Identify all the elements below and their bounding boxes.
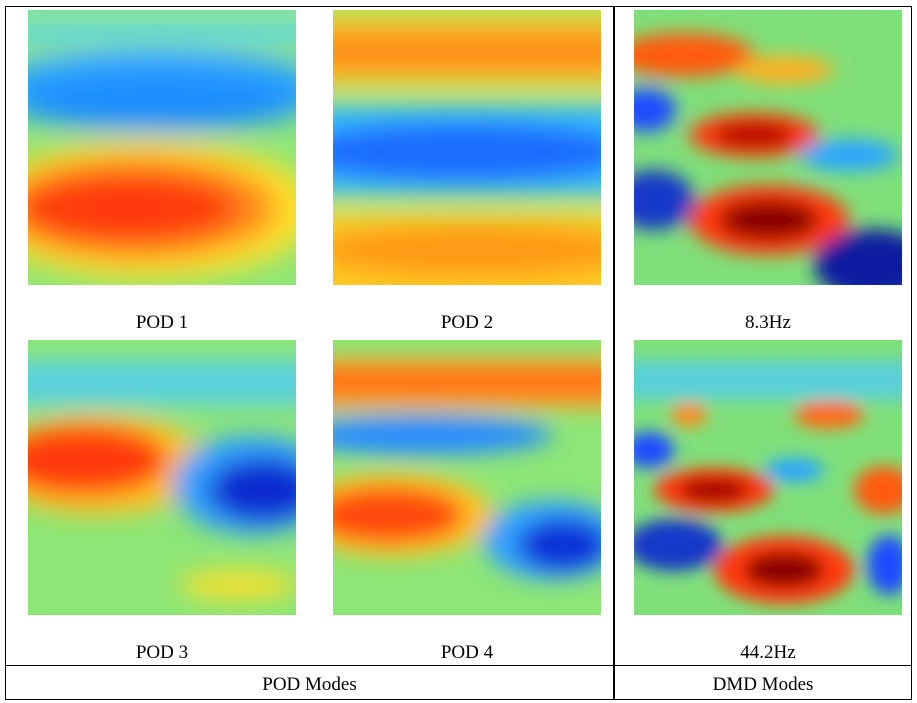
pod-modes-label: POD Modes (262, 674, 357, 695)
dmd-8-3hz-caption: 8.3Hz (745, 312, 791, 333)
table-right-border (911, 6, 912, 700)
table-bottom-border (5, 699, 912, 700)
pod-3-caption: POD 3 (135, 642, 189, 663)
pod-4-caption: POD 4 (440, 642, 494, 663)
pod-4-mode-plot (333, 340, 601, 615)
pod-1-mode-plot (28, 10, 296, 285)
dmd-44-2hz-mode-plot (634, 340, 902, 615)
pod-2-caption: POD 2 (440, 312, 494, 333)
table-top-border (5, 6, 912, 7)
dmd-modes-label: DMD Modes (712, 674, 814, 695)
dmd-8-3hz-mode-plot (634, 10, 902, 285)
section-divider (613, 6, 615, 700)
footer-divider (5, 665, 912, 666)
dmd-44-2hz-caption: 44.2Hz (740, 642, 796, 663)
table-left-border (5, 6, 6, 700)
pod-3-mode-plot (28, 340, 296, 615)
pod-2-mode-plot (333, 10, 601, 285)
pod-1-caption: POD 1 (135, 312, 189, 333)
